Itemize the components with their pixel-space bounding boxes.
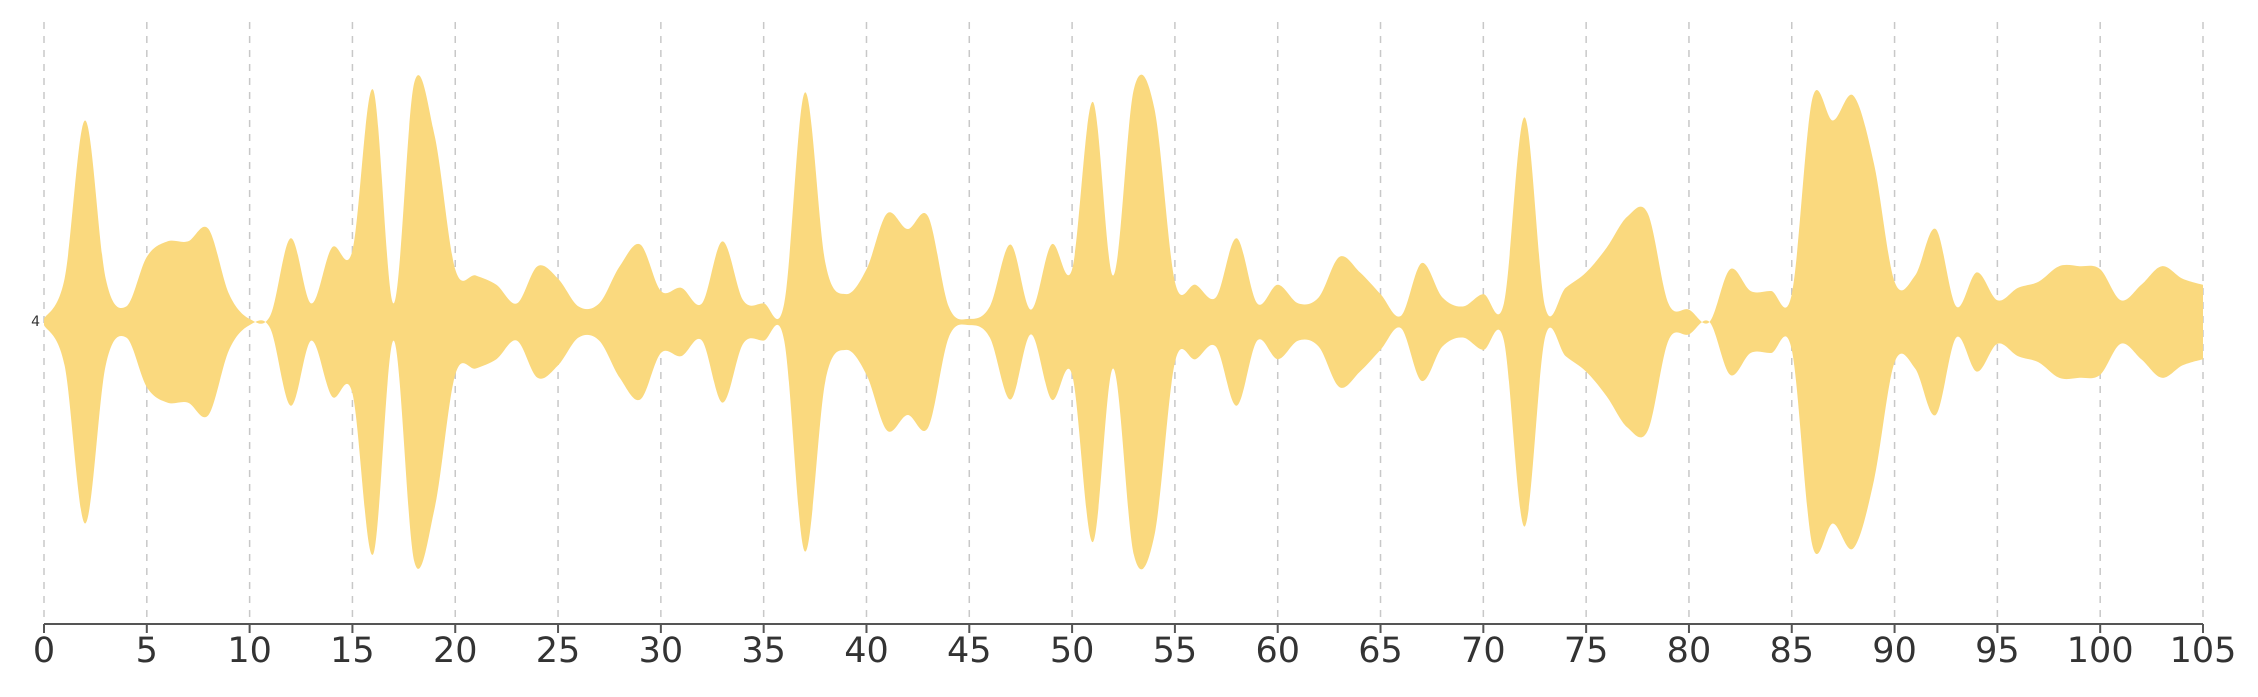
x-tick-label: 15 <box>330 631 375 671</box>
x-axis-ticks: 0 5 10 15 20 25 30 35 40 45 50 55 60 65 70 75 80 85 90 95 10… <box>33 624 2237 671</box>
x-tick-label: 35 <box>741 631 786 671</box>
x-tick-label: 75 <box>1564 631 1609 671</box>
stream-series <box>44 74 2203 570</box>
x-tick-label: 60 <box>1255 631 1300 671</box>
x-tick-label: 90 <box>1872 631 1917 671</box>
x-tick-label: 95 <box>1975 631 2020 671</box>
x-tick-label: 70 <box>1461 631 1506 671</box>
x-tick-label: 50 <box>1050 631 1095 671</box>
x-tick-label: 10 <box>227 631 272 671</box>
x-tick-label: 65 <box>1358 631 1403 671</box>
x-tick-label: 55 <box>1153 631 1198 671</box>
x-tick-label: 80 <box>1667 631 1712 671</box>
x-tick-label: 105 <box>2170 631 2237 671</box>
x-tick-label: 40 <box>844 631 889 671</box>
x-tick-label: 30 <box>639 631 684 671</box>
x-tick-label: 0 <box>33 631 55 671</box>
x-tick-label: 100 <box>2067 631 2134 671</box>
x-tick-label: 25 <box>536 631 581 671</box>
x-tick-label: 20 <box>433 631 478 671</box>
y-center-tick-label: 4 <box>31 314 40 330</box>
stream-area <box>44 74 2203 570</box>
x-tick-label: 85 <box>1769 631 1814 671</box>
x-tick-label: 45 <box>947 631 992 671</box>
x-tick-label: 5 <box>136 631 158 671</box>
